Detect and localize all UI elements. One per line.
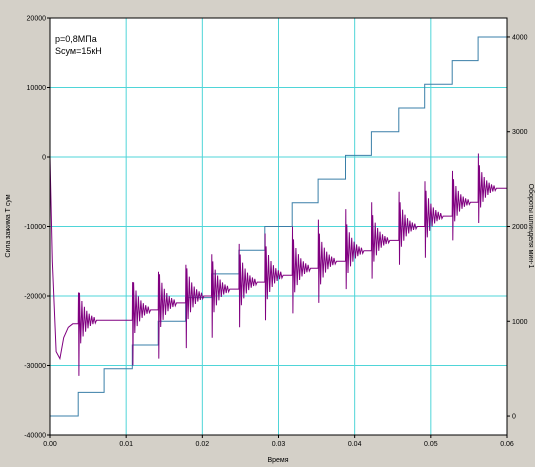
x-tick-label: 0.05 xyxy=(424,441,438,448)
y-left-tick-label: 20000 xyxy=(27,16,47,23)
y-left-tick-label: 10000 xyxy=(27,85,47,92)
annotation-force: Sсум=15кН xyxy=(55,46,102,56)
y-right-tick-label: 1000 xyxy=(512,319,528,326)
spindle-speed-series xyxy=(50,36,507,417)
y-left-tick-label: -30000 xyxy=(24,363,46,370)
x-tick-label: 0.00 xyxy=(43,441,57,448)
x-axis-title: Время xyxy=(267,457,288,464)
y-right-axis-title: Обороты шпинделя мин-1 xyxy=(527,184,535,269)
x-tick-label: 0.06 xyxy=(500,441,514,448)
x-axis-ticks: 0.00 0.01 0.02 0.03 0.04 0.05 0.06 xyxy=(43,435,514,448)
y-left-axis-ticks: 20000 10000 0 -10000 -20000 -30000 -40000 xyxy=(24,16,50,440)
y-right-tick-label: 4000 xyxy=(512,34,528,41)
y-left-tick-label: -20000 xyxy=(24,294,46,301)
y-left-tick-label: -10000 xyxy=(24,224,46,231)
clamping-force-line xyxy=(49,153,507,376)
y-left-axis-title: Сила зажима Т сум xyxy=(5,194,12,257)
x-tick-label: 0.04 xyxy=(348,441,362,448)
y-right-tick-label: 2000 xyxy=(512,224,528,231)
y-left-tick-label: -40000 xyxy=(24,433,46,440)
y-right-tick-label: 0 xyxy=(512,414,516,421)
y-left-tick-label: 0 xyxy=(42,155,46,162)
spindle-speed-line xyxy=(50,36,507,417)
y-right-axis-ticks: 4000 3000 2000 1000 0 xyxy=(507,34,528,421)
clamping-force-series xyxy=(49,153,507,376)
x-tick-label: 0.02 xyxy=(196,441,210,448)
annotation-pressure: p=0,8МПа xyxy=(55,34,97,44)
y-right-tick-label: 3000 xyxy=(512,129,528,136)
x-tick-label: 0.03 xyxy=(272,441,286,448)
x-tick-label: 0.01 xyxy=(119,441,133,448)
